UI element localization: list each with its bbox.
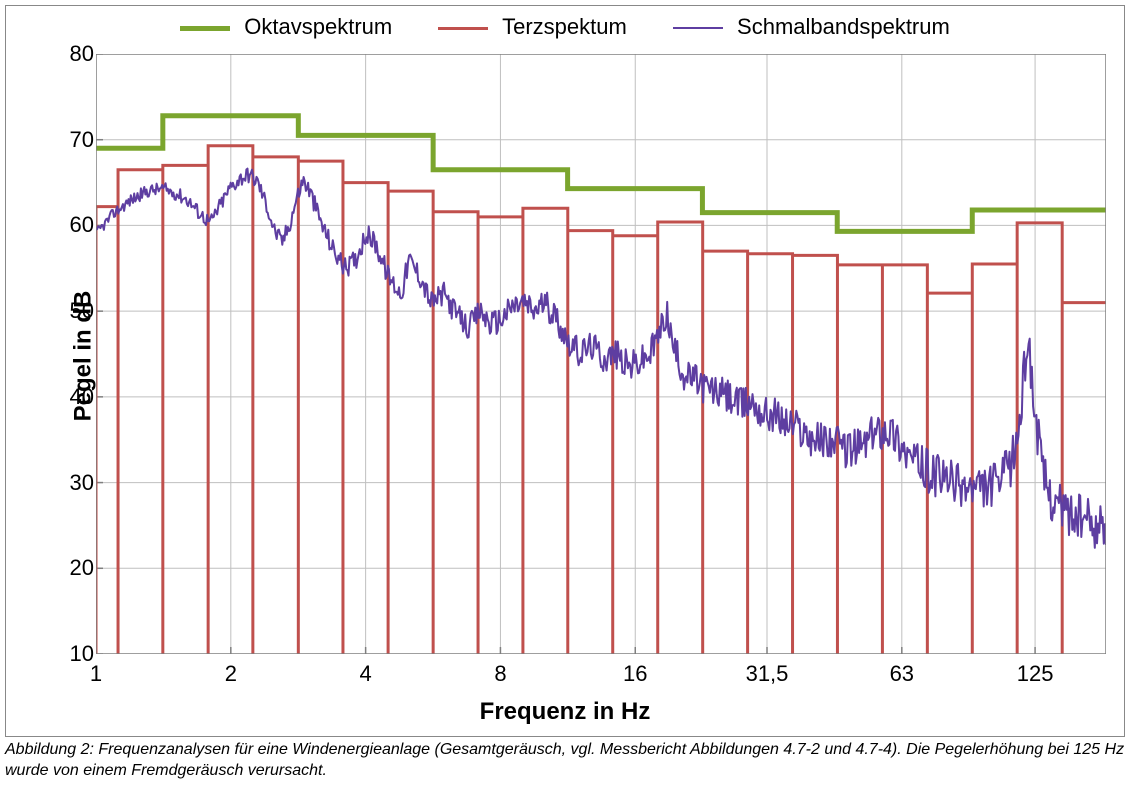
x-tick-label: 8 <box>494 661 506 687</box>
x-tick-label: 4 <box>360 661 372 687</box>
legend-swatch-schmalband <box>673 27 723 29</box>
legend-label: Oktavspektrum <box>244 14 392 39</box>
legend-item-oktav: Oktavspektrum <box>180 14 392 40</box>
x-tick-label: 31,5 <box>746 661 789 687</box>
y-tick-label: 40 <box>70 384 94 410</box>
x-tick-label: 1 <box>90 661 102 687</box>
y-tick-label: 60 <box>70 212 94 238</box>
chart-frame: Oktavspektrum Terzspektum Schmalbandspek… <box>5 5 1125 737</box>
plot-area <box>96 54 1106 654</box>
legend-swatch-oktav <box>180 26 230 31</box>
legend-item-terz: Terzspektum <box>438 14 626 40</box>
y-tick-label: 70 <box>70 127 94 153</box>
legend-item-schmalband: Schmalbandspektrum <box>673 14 950 40</box>
x-axis-label: Frequenz in Hz <box>6 698 1124 726</box>
y-tick-label: 20 <box>70 555 94 581</box>
y-tick-label: 30 <box>70 470 94 496</box>
legend-label: Terzspektum <box>502 14 627 39</box>
figure-caption: Abbildung 2: Frequenzanalysen für eine W… <box>5 740 1125 782</box>
x-tick-label: 16 <box>623 661 647 687</box>
chart-svg <box>96 54 1106 654</box>
legend-swatch-terz <box>438 27 488 30</box>
x-tick-label: 2 <box>225 661 237 687</box>
x-tick-label: 125 <box>1017 661 1054 687</box>
y-tick-label: 50 <box>70 298 94 324</box>
legend-label: Schmalbandspektrum <box>737 14 950 39</box>
y-tick-label: 80 <box>70 41 94 67</box>
legend: Oktavspektrum Terzspektum Schmalbandspek… <box>6 14 1124 40</box>
x-tick-label: 63 <box>890 661 914 687</box>
